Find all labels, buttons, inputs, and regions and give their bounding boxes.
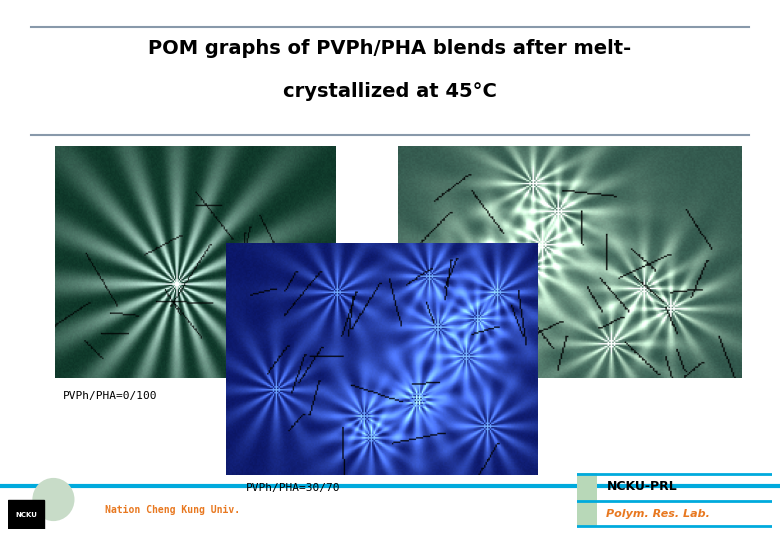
Text: POM graphs of PVPh/PHA blends after melt-: POM graphs of PVPh/PHA blends after melt… [148, 39, 632, 58]
Ellipse shape [33, 478, 74, 521]
Text: Nation Cheng Kung Univ.: Nation Cheng Kung Univ. [105, 505, 240, 515]
Text: crystallized at 45°C: crystallized at 45°C [283, 82, 497, 102]
Bar [8, 500, 44, 529]
Text: PVPh/PHA=10/90: PVPh/PHA=10/90 [402, 392, 496, 402]
Text: NCKU-PRL: NCKU-PRL [607, 480, 677, 493]
Text: NCKU: NCKU [15, 511, 37, 518]
Text: PVPh/PHA=0/100: PVPh/PHA=0/100 [62, 392, 157, 402]
Text: Polym. Res. Lab.: Polym. Res. Lab. [607, 509, 711, 519]
Bar [577, 473, 597, 526]
Text: PVPh/PHA=30/70: PVPh/PHA=30/70 [246, 483, 340, 494]
